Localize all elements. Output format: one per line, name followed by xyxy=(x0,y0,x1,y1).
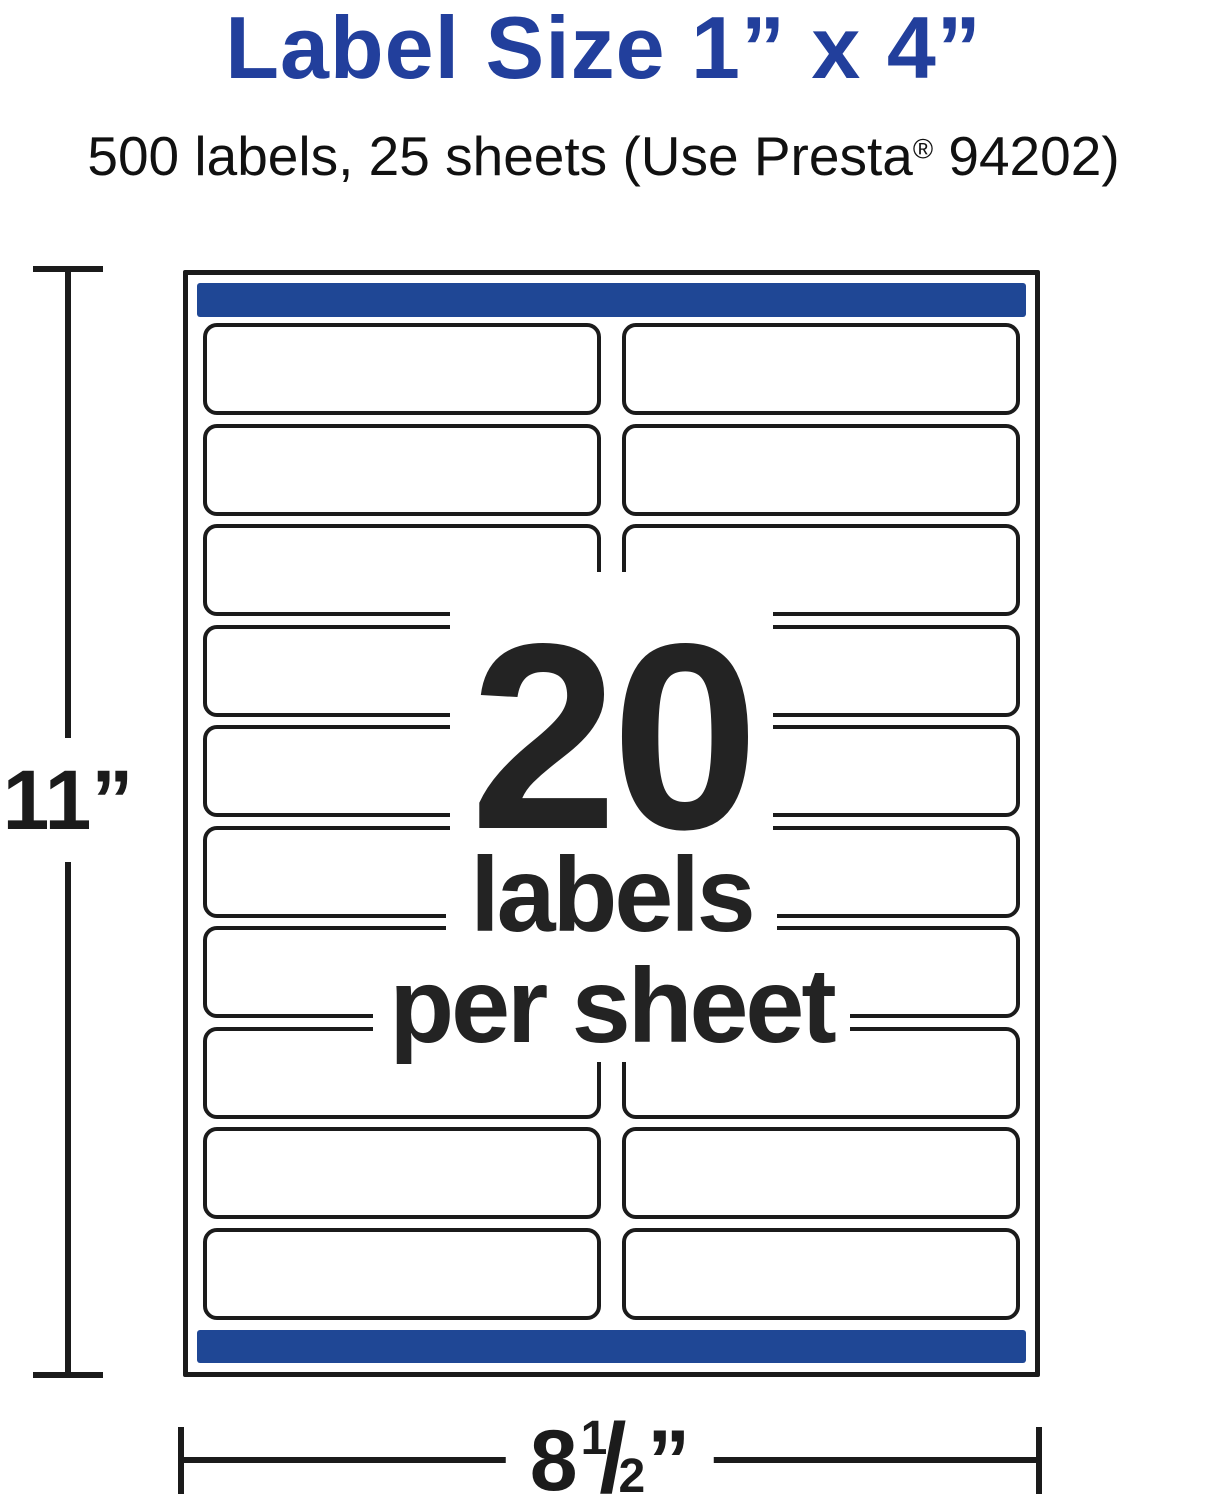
label-cell xyxy=(203,1127,601,1219)
width-fraction-numerator: 1 xyxy=(580,1412,608,1465)
dimension-end-cap-top xyxy=(33,266,103,272)
label-cell xyxy=(622,423,1020,516)
label-sheet: 20 labels per sheet xyxy=(183,270,1040,1377)
subtitle: 500 labels, 25 sheets (Use Presta® 94202… xyxy=(0,124,1207,188)
height-dimension: 11” xyxy=(0,266,138,1378)
page-title: Label Size 1” x 4” xyxy=(225,0,982,97)
label-cell xyxy=(622,524,1020,616)
registered-trademark-symbol: ® xyxy=(912,133,934,165)
label-cell xyxy=(203,1227,601,1320)
label-cell xyxy=(622,323,1020,415)
label-cell xyxy=(203,423,601,516)
labels-count-number: 20 xyxy=(470,589,759,885)
dimension-end-cap-right xyxy=(1036,1427,1042,1494)
width-dimension-value: 8 1 / 2 ” xyxy=(505,1399,715,1500)
sheet-bottom-margin-bar xyxy=(197,1330,1026,1363)
subtitle-text: 500 labels, 25 sheets (Use Presta xyxy=(87,125,913,187)
labels-count-overlay: 20 labels per sheet xyxy=(188,572,1035,1062)
sheet-top-margin-bar xyxy=(197,283,1026,317)
labels-count: 20 xyxy=(450,572,773,870)
label-cell xyxy=(622,1227,1020,1320)
per-sheet-word: per sheet xyxy=(373,950,850,1062)
width-fraction-denominator: 2 xyxy=(618,1450,646,1500)
width-dimension: 8 1 / 2 ” xyxy=(178,1399,1042,1500)
width-whole-number: 8 xyxy=(529,1413,578,1500)
labels-word: labels xyxy=(446,840,777,950)
width-fraction-slash: / xyxy=(599,1403,627,1500)
height-dimension-value: 11” xyxy=(0,738,138,862)
width-inch-mark: ” xyxy=(647,1413,691,1500)
dimension-end-cap-bottom xyxy=(33,1372,103,1378)
subtitle-product-number: 94202) xyxy=(933,125,1120,187)
label-cell xyxy=(622,1127,1020,1219)
label-cell xyxy=(203,323,601,415)
